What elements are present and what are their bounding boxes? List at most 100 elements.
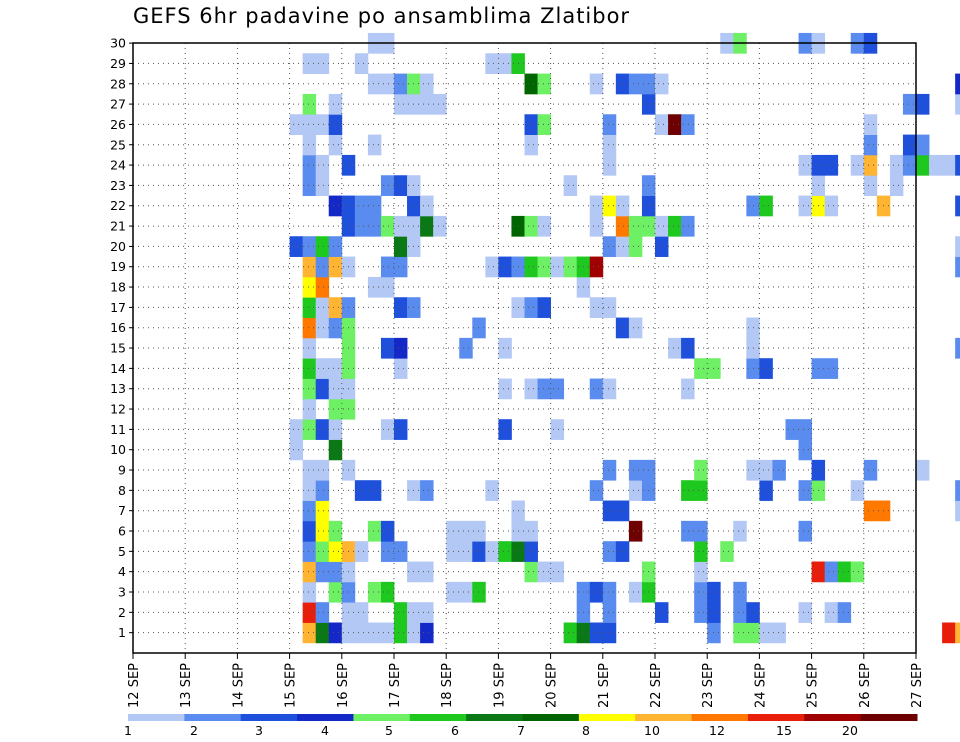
heatmap-cell <box>589 622 604 644</box>
heatmap-cell <box>955 500 960 522</box>
y-tick-label: 20 <box>110 239 126 254</box>
heatmap-cell <box>524 215 538 237</box>
x-tick-label: 13 SEP <box>179 663 194 708</box>
heatmap-cell <box>315 378 330 400</box>
heatmap-cell <box>498 541 512 562</box>
heatmap-cell <box>315 520 330 542</box>
colorbar-swatch <box>522 714 580 721</box>
heatmap-cell <box>524 134 538 156</box>
heatmap-cell <box>694 541 708 562</box>
x-tick-label: 16 SEP <box>336 663 351 708</box>
heatmap-cell <box>459 541 473 562</box>
heatmap-cell <box>550 378 565 400</box>
heatmap-cell <box>328 93 343 115</box>
heatmap-cell <box>394 419 408 440</box>
heatmap-cell <box>589 297 604 318</box>
heatmap-cell <box>681 520 695 542</box>
y-tick-label: 3 <box>118 585 126 600</box>
heatmap-cell <box>315 175 330 196</box>
heatmap-cell <box>302 297 317 318</box>
heatmap-cell <box>602 459 617 481</box>
heatmap-cell <box>668 114 682 135</box>
heatmap-cell <box>694 459 708 481</box>
heatmap-cell <box>902 93 917 115</box>
heatmap-cell <box>615 500 630 522</box>
y-tick-label: 17 <box>110 300 126 315</box>
heatmap-cell <box>681 337 695 359</box>
heatmap-cell <box>367 195 382 217</box>
heatmap-cell <box>955 622 960 644</box>
heatmap-cell <box>602 195 617 217</box>
heatmap-cell <box>798 602 812 623</box>
heatmap-cell <box>694 581 708 603</box>
heatmap-cell <box>550 561 565 583</box>
heatmap-cell <box>302 520 317 542</box>
heatmap-cell <box>759 459 773 481</box>
heatmap-cell <box>302 93 317 115</box>
heatmap-cell <box>315 561 330 583</box>
heatmap-cell <box>315 500 330 522</box>
colorbar-swatch <box>860 714 918 721</box>
heatmap-cell <box>524 256 538 278</box>
heatmap-cell <box>524 520 538 542</box>
heatmap-cell <box>315 358 330 379</box>
heatmap-cell <box>446 520 460 542</box>
heatmap-cell <box>328 114 343 135</box>
heatmap-cell <box>615 215 630 237</box>
heatmap-cell <box>929 154 943 176</box>
colorbar: 1 2 3 4 5 6 7 8 10 12 15 20 <box>124 714 918 738</box>
heatmap-cell <box>367 520 382 542</box>
heatmap-cell <box>302 154 317 176</box>
grid-layer <box>132 42 917 653</box>
heatmap-cell <box>394 622 408 644</box>
heatmap-cell <box>615 236 630 257</box>
heatmap-cell <box>681 114 695 135</box>
heatmap-cell <box>420 480 434 501</box>
heatmap-cell <box>655 73 669 95</box>
y-tick-label: 16 <box>110 320 126 335</box>
heatmap-cell <box>863 134 878 156</box>
heatmap-cell <box>902 154 917 176</box>
heatmap-cell <box>563 622 578 644</box>
heatmap-cell <box>394 297 408 318</box>
heatmap-cell <box>394 215 408 237</box>
heatmap-cell <box>420 215 434 237</box>
heatmap-cell <box>602 602 617 623</box>
heatmap-cell <box>602 378 617 400</box>
heatmap-cell <box>798 154 812 176</box>
heatmap-cell <box>302 398 317 420</box>
y-tick-label: 14 <box>110 361 126 376</box>
heatmap-cell <box>916 154 930 176</box>
y-tick-label: 25 <box>110 137 126 152</box>
heatmap-cell <box>824 154 839 176</box>
heatmap-cell <box>694 358 708 379</box>
heatmap-cell <box>955 195 960 217</box>
heatmap-cell <box>328 317 343 339</box>
heatmap-cell <box>315 114 330 135</box>
heatmap-cell <box>380 276 395 298</box>
heatmap-cell <box>902 134 917 156</box>
colorbar-label: 8 <box>582 723 590 738</box>
y-tick-label: 8 <box>118 483 126 498</box>
heatmap-cell <box>302 459 317 481</box>
y-tick-label: 19 <box>110 259 126 274</box>
heatmap-cell <box>367 480 382 501</box>
heatmap-cell <box>563 256 578 278</box>
x-tick-label: 17 SEP <box>388 663 403 708</box>
heatmap-cell <box>328 398 343 420</box>
heatmap-cell <box>315 276 330 298</box>
heatmap-cell <box>420 561 434 583</box>
y-tick-label: 7 <box>118 503 126 518</box>
heatmap-cell <box>315 459 330 481</box>
y-tick-label: 13 <box>110 381 126 396</box>
heatmap-cell <box>602 541 617 562</box>
heatmap-cell <box>472 520 486 542</box>
heatmap-cell <box>485 480 499 501</box>
heatmap-cell <box>628 581 643 603</box>
heatmap-cell <box>328 561 343 583</box>
y-tick-label: 6 <box>118 524 126 539</box>
colorbar-label: 12 <box>709 723 725 738</box>
heatmap-cell <box>328 134 343 156</box>
heatmap-cell <box>798 439 812 461</box>
y-tick-label: 30 <box>110 36 126 51</box>
